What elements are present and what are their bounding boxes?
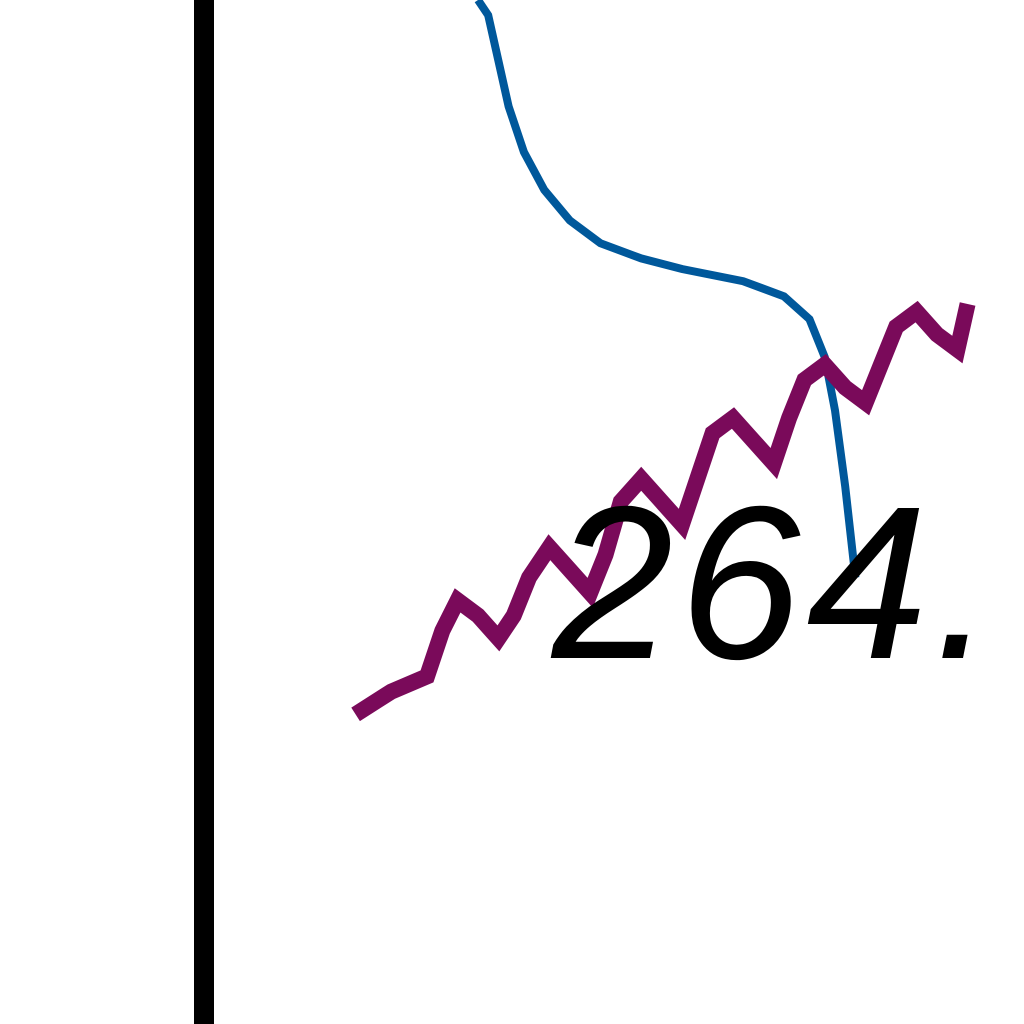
series-line-2 <box>351 300 976 722</box>
series-layer <box>351 0 976 722</box>
annotation-label: 264. <box>550 462 1000 705</box>
